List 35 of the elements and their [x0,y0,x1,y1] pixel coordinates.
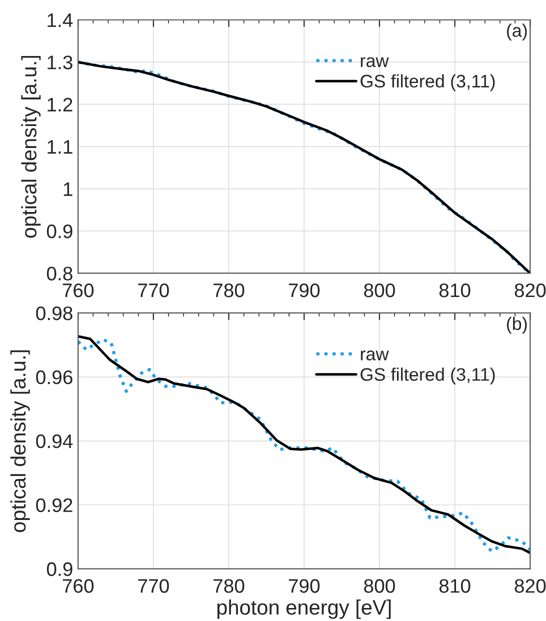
y-tick-label: 1 [64,182,72,196]
x-tick-label: 770 [138,579,169,593]
x-tick-label: 760 [62,579,94,593]
x-tick-label: 810 [439,579,470,593]
y-tick-label: 1.3 [48,56,72,70]
y-axis-title: optical density [a.u.] [10,350,30,532]
legend-label: GS filtered (3,11) [360,368,495,384]
x-tick-label: 800 [364,579,395,593]
y-tick-label: 1.4 [48,14,73,27]
x-tick-label: 810 [439,283,470,298]
y-tick-label: 0.8 [46,266,72,280]
y-tick-label: 0.9 [46,224,72,238]
annotation: (a) [506,24,527,40]
x-tick-label: 820 [514,283,546,298]
y-tick-label: 0.94 [36,434,73,448]
x-tick-label: 790 [288,283,320,298]
x-tick-label: 780 [214,283,244,298]
y-axis-title: optical density [a.u.] [21,56,41,238]
y-tick-label: 1.2 [48,98,72,112]
y-tick-label: 1.1 [48,140,72,154]
y-tick-label: 0.92 [36,498,72,512]
x-tick-label: 760 [62,283,94,298]
annotation: (b) [506,316,527,334]
x-axis-title: photon energy [eV] [217,599,391,619]
y-tick-label: 0.9 [46,562,72,576]
x-tick-label: 800 [364,283,395,298]
x-tick-label: 790 [288,579,320,593]
x-tick-label: 820 [514,579,546,593]
legend-label: GS filtered (3,11) [360,74,495,92]
y-tick-label: 0.96 [36,370,72,384]
legend-label: raw [360,57,389,68]
legend-label: raw [360,350,389,360]
x-tick-label: 780 [214,579,244,593]
x-tick-label: 770 [138,283,169,298]
y-tick-label: 0.98 [36,306,72,320]
